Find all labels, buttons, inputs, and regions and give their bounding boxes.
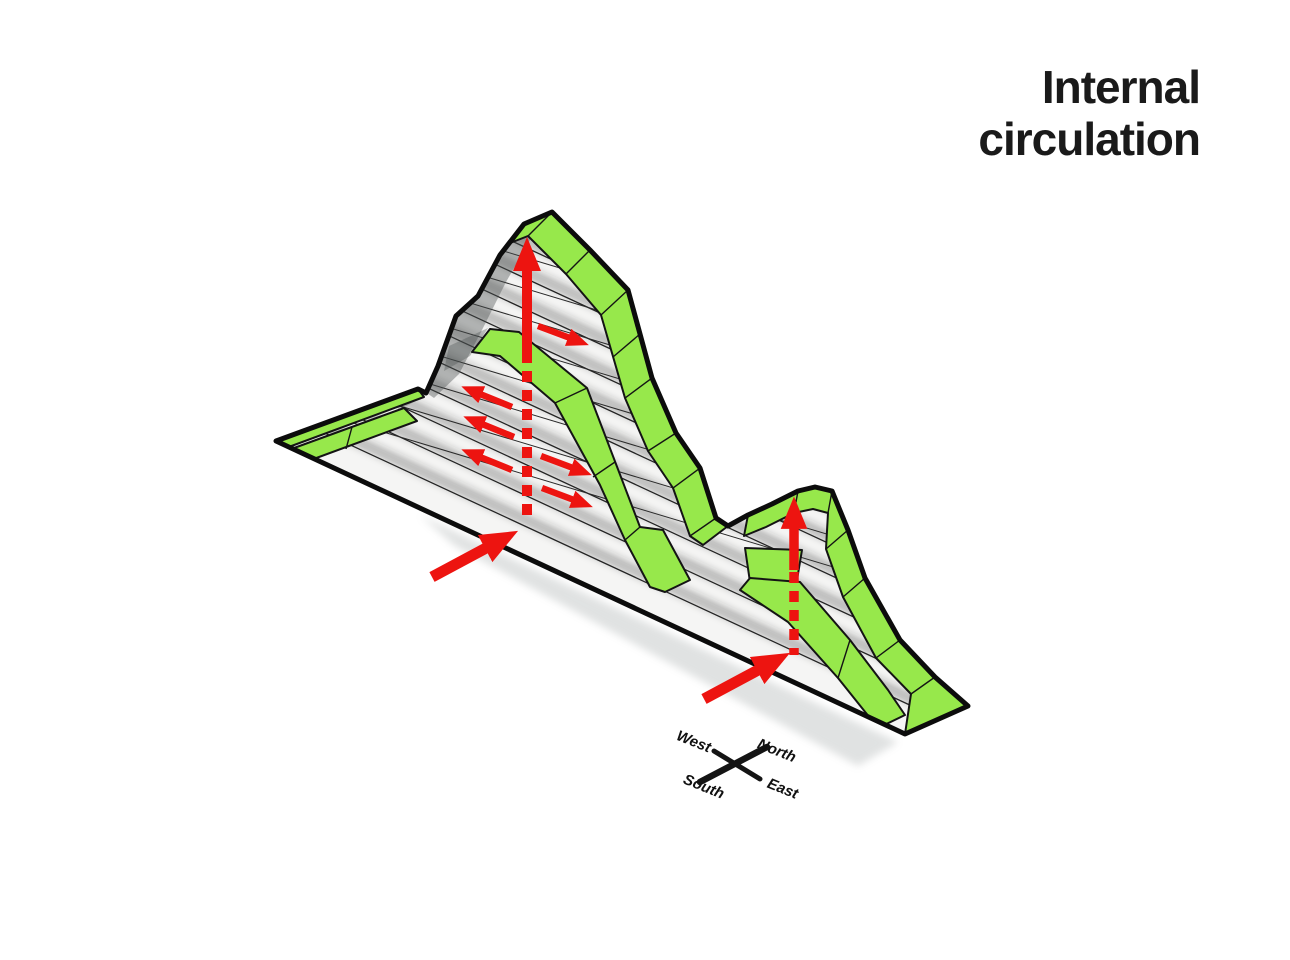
building-massing: [273, 209, 971, 737]
floor-arrow-east-3: [540, 484, 593, 508]
title-line-2: circulation: [978, 112, 1201, 165]
floor-arrow-east-1: [536, 322, 589, 346]
compass-axis-nw-se: [711, 748, 763, 782]
ground-shadow: [420, 515, 898, 766]
compass-label-south: South: [681, 771, 727, 803]
floor-arrow-west-1: [461, 386, 514, 411]
compass-label-west: West: [674, 727, 714, 756]
compass-label-north: North: [755, 735, 798, 766]
compass: West North South East: [674, 727, 801, 803]
floor-arrow-west-2: [463, 416, 516, 441]
floor-arrow-west-3: [461, 449, 514, 474]
circulation-arrows: [429, 237, 808, 704]
middle-band-tail: [739, 577, 906, 729]
title-line-1: Internal: [1041, 61, 1201, 113]
building-silhouette-outline: [273, 209, 971, 737]
page-title: Internal circulation: [978, 61, 1201, 166]
entry-arrow-west: [429, 530, 519, 582]
green-facade-bands: [276, 212, 968, 734]
compass-label-east: East: [765, 775, 802, 803]
entry-arrow-east: [701, 652, 791, 704]
floor-arrow-east-2: [539, 452, 592, 476]
